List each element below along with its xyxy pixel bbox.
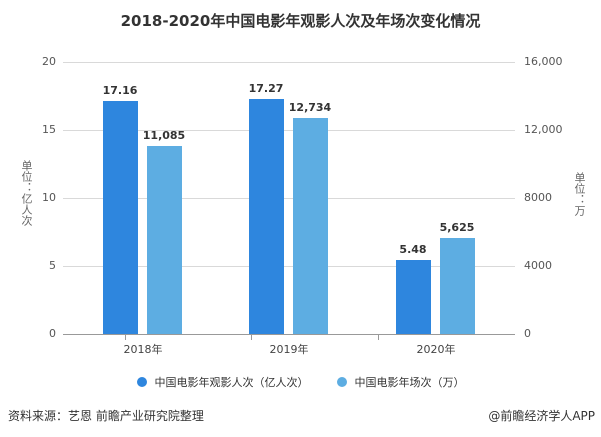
bar-value-label: 5,625 [439, 221, 475, 234]
left-axis-tick: 10 [42, 191, 56, 204]
left-axis-tick: 5 [49, 259, 56, 272]
x-axis-line [63, 334, 515, 335]
legend-dot-icon [336, 377, 347, 387]
bar-value-label: 11,085 [142, 129, 186, 142]
right-axis-tick: 16,000 [524, 55, 563, 68]
credit-note: @前瞻经济学人APP [488, 409, 595, 423]
legend-item-viewers[interactable]: 中国电影年观影人次（亿人次） [136, 374, 309, 390]
chart-title: 2018-2020年中国电影年观影人次及年场次变化情况 [120, 12, 481, 30]
legend-dot-icon [136, 377, 147, 387]
bar-viewers-2020[interactable] [396, 260, 431, 334]
gridline [63, 198, 515, 199]
left-axis-tick: 0 [49, 327, 56, 340]
x-tick-mark [251, 335, 252, 340]
chart-legend: 中国电影年观影人次（亿人次） 中国电影年场次（万） [0, 374, 601, 390]
gridline [63, 130, 515, 131]
left-axis-tick: 15 [42, 123, 56, 136]
right-axis-tick: 12,000 [524, 123, 563, 136]
legend-label: 中国电影年观影人次（亿人次） [154, 376, 309, 389]
legend-label: 中国电影年场次（万） [354, 376, 465, 389]
left-axis-tick: 20 [42, 55, 56, 68]
bar-value-label: 5.48 [399, 243, 427, 256]
gridline [63, 62, 515, 63]
x-axis-label: 2019年 [269, 343, 309, 356]
source-note: 资料来源：艺恩 前瞻产业研究院整理 [8, 409, 204, 423]
bar-value-label: 12,734 [288, 101, 332, 114]
bar-screenings-2019[interactable] [293, 118, 328, 334]
right-axis-label: 单位：万 [573, 172, 586, 216]
gridline [63, 266, 515, 267]
right-axis-tick: 0 [524, 327, 531, 340]
bar-viewers-2018[interactable] [103, 101, 138, 334]
right-axis-tick: 8000 [524, 191, 552, 204]
x-axis-label: 2018年 [123, 343, 163, 356]
bar-value-label: 17.16 [102, 84, 138, 97]
bar-value-label: 17.27 [248, 82, 284, 95]
x-tick-mark [125, 335, 126, 340]
x-tick-mark [378, 335, 379, 340]
bar-screenings-2018[interactable] [147, 146, 182, 334]
bar-screenings-2020[interactable] [440, 238, 475, 334]
left-axis-label: 单位：亿人次 [20, 160, 33, 226]
legend-item-screenings[interactable]: 中国电影年场次（万） [336, 374, 465, 390]
bar-viewers-2019[interactable] [249, 99, 284, 334]
right-axis-tick: 4000 [524, 259, 552, 272]
x-axis-label: 2020年 [416, 343, 456, 356]
